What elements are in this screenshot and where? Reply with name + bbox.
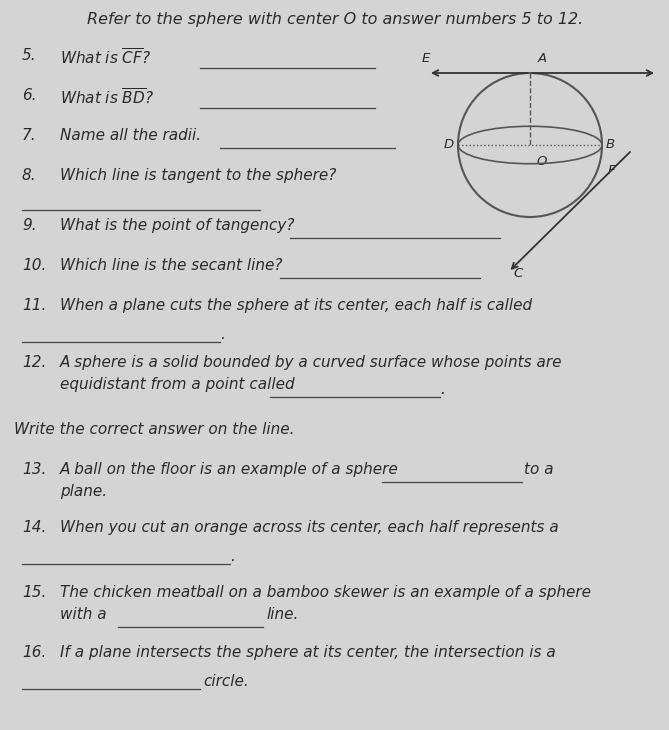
Text: D: D [444,139,454,152]
Text: When you cut an orange across its center, each half represents a: When you cut an orange across its center… [60,520,559,535]
Text: A ball on the floor is an example of a sphere: A ball on the floor is an example of a s… [60,462,399,477]
Text: 9.: 9. [22,218,37,233]
Text: Which line is tangent to the sphere?: Which line is tangent to the sphere? [60,168,337,183]
Text: 6.: 6. [22,88,37,103]
Text: C: C [513,267,522,280]
Text: .: . [440,382,445,397]
Text: E: E [421,52,430,65]
Text: If a plane intersects the sphere at its center, the intersection is a: If a plane intersects the sphere at its … [60,645,556,660]
Text: Write the correct answer on the line.: Write the correct answer on the line. [14,422,294,437]
Text: 5.: 5. [22,48,37,63]
Text: with a: with a [60,607,106,622]
Text: .: . [220,327,225,342]
Text: plane.: plane. [60,484,107,499]
Text: O: O [536,155,547,168]
Text: 11.: 11. [22,298,46,313]
Text: 15.: 15. [22,585,46,600]
Text: When a plane cuts the sphere at its center, each half is called: When a plane cuts the sphere at its cent… [60,298,532,313]
Text: 10.: 10. [22,258,46,273]
Text: Which line is the secant line?: Which line is the secant line? [60,258,282,273]
Text: F: F [608,164,615,177]
Text: A sphere is a solid bounded by a curved surface whose points are: A sphere is a solid bounded by a curved … [60,355,563,370]
Text: circle.: circle. [203,674,249,689]
Text: The chicken meatball on a bamboo skewer is an example of a sphere: The chicken meatball on a bamboo skewer … [60,585,591,600]
Text: 16.: 16. [22,645,46,660]
Text: .: . [230,549,235,564]
Text: B: B [606,139,615,152]
Text: line.: line. [266,607,298,622]
Text: Name all the radii.: Name all the radii. [60,128,201,143]
Text: 14.: 14. [22,520,46,535]
Text: to a: to a [524,462,554,477]
Text: 8.: 8. [22,168,37,183]
Text: Refer to the sphere with center O to answer numbers 5 to 12.: Refer to the sphere with center O to ans… [87,12,583,27]
Text: A: A [538,52,547,65]
Text: 12.: 12. [22,355,46,370]
Text: 13.: 13. [22,462,46,477]
Text: What is $\overline{CF}$?: What is $\overline{CF}$? [60,48,151,68]
Text: equidistant from a point called: equidistant from a point called [60,377,294,392]
Text: What is the point of tangency?: What is the point of tangency? [60,218,294,233]
Text: What is $\overline{BD}$?: What is $\overline{BD}$? [60,88,154,108]
Text: 7.: 7. [22,128,37,143]
